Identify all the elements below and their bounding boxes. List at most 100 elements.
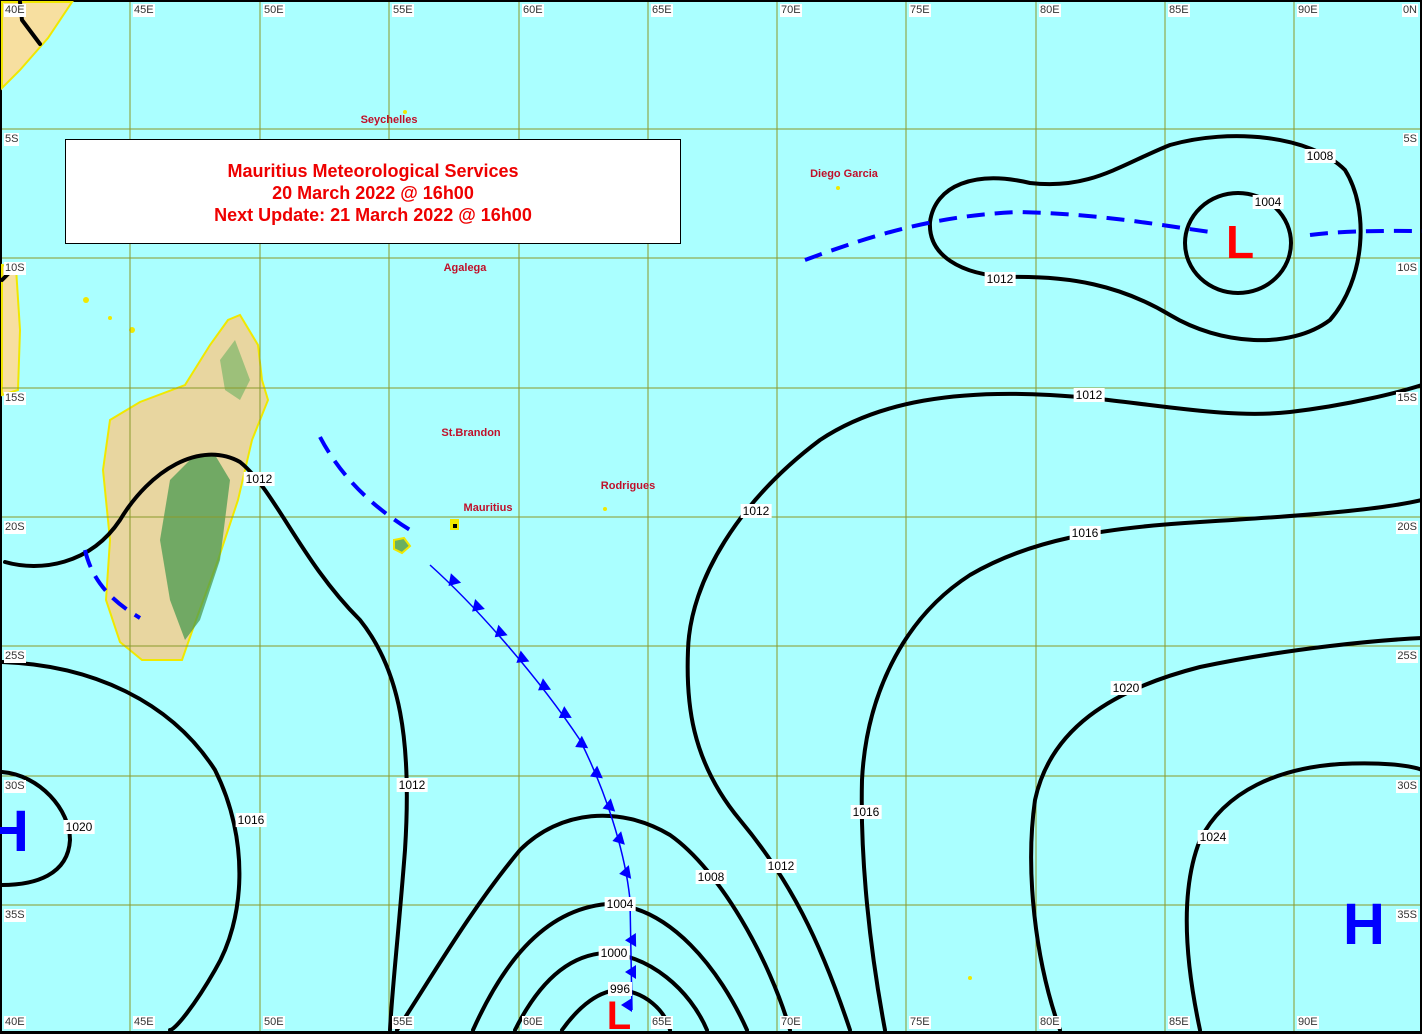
madagascar-highlands xyxy=(160,455,230,640)
longitude-label: 85E xyxy=(1168,4,1190,17)
isobar-label: 1012 xyxy=(243,472,275,486)
cold-front-triangle xyxy=(625,933,637,947)
isobar-label: 1016 xyxy=(850,805,882,819)
longitude-label: 65E xyxy=(651,1016,673,1029)
isobar-label: 1012 xyxy=(765,859,797,873)
isobar-1020-east xyxy=(1029,636,1422,1032)
isobar-1016-west xyxy=(0,660,242,1032)
isobar-label: 1008 xyxy=(1304,149,1336,163)
longitude-label: 75E xyxy=(909,1016,931,1029)
trough-northeast xyxy=(804,209,1211,262)
africa-coast xyxy=(1,1,74,91)
cold-front-triangle xyxy=(448,573,462,587)
isobar-label: 1012 xyxy=(740,504,772,518)
trough-mascarene xyxy=(318,436,412,532)
cold-front-triangle xyxy=(621,998,633,1012)
latitude-label: 10S xyxy=(4,262,26,275)
isobar-label: 1004 xyxy=(604,897,636,911)
longitude-label: 80E xyxy=(1039,1016,1061,1029)
latitude-label: 15S xyxy=(1396,392,1418,405)
cold-front-triangle xyxy=(494,624,508,638)
longitude-label: 85E xyxy=(1168,1016,1190,1029)
latitude-label: 10S xyxy=(1396,262,1418,275)
longitude-label: 75E xyxy=(909,4,931,17)
next-update: Next Update: 21 March 2022 @ 16h00 xyxy=(214,205,532,225)
longitude-label: 60E xyxy=(522,1016,544,1029)
latitude-label: 5S xyxy=(1402,133,1418,146)
island-dot xyxy=(968,976,972,980)
latitude-label: 25S xyxy=(1396,650,1418,663)
cold-front-triangle xyxy=(516,650,530,663)
seychelles-island xyxy=(403,110,407,114)
longitude-label: 70E xyxy=(780,4,802,17)
isobar-label: 1020 xyxy=(1110,681,1142,695)
isobar-1004-northeast xyxy=(1183,191,1293,295)
isobar-label: 1008 xyxy=(695,870,727,884)
cold-front-triangle xyxy=(472,598,485,612)
longitude-label: 50E xyxy=(263,4,285,17)
issue-time: 20 March 2022 @ 16h00 xyxy=(272,183,474,203)
comoros-island xyxy=(108,316,112,320)
latitude-label: 20S xyxy=(4,521,26,534)
isobar-label: 996 xyxy=(607,982,633,996)
rodrigues-island xyxy=(603,507,607,511)
longitude-label: 45E xyxy=(133,4,155,17)
cold-front-triangle xyxy=(619,865,632,879)
cold-front-triangle xyxy=(538,678,552,691)
trough-madagascar xyxy=(83,549,142,620)
cold-front-triangle xyxy=(612,831,625,845)
isobar-1024-east xyxy=(1184,761,1422,1032)
troughs xyxy=(83,209,1422,620)
reunion-island xyxy=(393,536,412,555)
isobar-label: 1012 xyxy=(396,778,428,792)
isobar-label: 1012 xyxy=(1073,388,1105,402)
africa-coast-mid xyxy=(1,263,22,397)
latitude-label: 30S xyxy=(4,780,26,793)
longitude-label: 40E xyxy=(4,4,26,17)
isobar-1012-central xyxy=(685,383,1422,1032)
isobar-label: 1012 xyxy=(984,272,1016,286)
longitude-label: 90E xyxy=(1297,4,1319,17)
longitude-label: 55E xyxy=(392,4,414,17)
comoros-island xyxy=(83,297,89,303)
latitude-label: 35S xyxy=(4,909,26,922)
longitude-label: 65E xyxy=(651,4,673,17)
cold-front-triangle xyxy=(589,765,603,779)
latitude-label: 5S xyxy=(4,133,20,146)
isobar-1008-northeast xyxy=(927,134,1363,343)
high-pressure-symbol: H xyxy=(1343,892,1385,957)
high-pressure-symbol: H xyxy=(0,799,29,864)
longitude-label: 80E xyxy=(1039,4,1061,17)
label-seychelles: Seychelles xyxy=(360,114,418,126)
longitude-label: 60E xyxy=(522,4,544,17)
isobar-label: 1000 xyxy=(598,946,630,960)
label-agalega: Agalega xyxy=(443,262,487,274)
isobar-label: 1016 xyxy=(235,813,267,827)
longitude-label: 50E xyxy=(263,1016,285,1029)
longitude-label: 45E xyxy=(133,1016,155,1029)
latitude-label: 25S xyxy=(4,650,26,663)
latitude-label: 20S xyxy=(1396,521,1418,534)
isobar-label: 1004 xyxy=(1252,195,1284,209)
latitude-label: 30S xyxy=(1396,780,1418,793)
isobar-label: 1016 xyxy=(1069,526,1101,540)
isobar-label: 1020 xyxy=(63,820,95,834)
cold-front-triangle xyxy=(602,798,616,812)
latitude-label: 15S xyxy=(4,392,26,405)
label-rodrigues: Rodrigues xyxy=(600,480,656,492)
isobar-1020-west xyxy=(0,770,72,887)
isobar-label: 1024 xyxy=(1197,830,1229,844)
longitude-label: 70E xyxy=(780,1016,802,1029)
issuer-title: Mauritius Meteorological Services xyxy=(227,161,519,181)
longitude-label: 55E xyxy=(392,1016,414,1029)
low-pressure-symbol: L xyxy=(1225,216,1255,268)
longitude-label: 40E xyxy=(4,1016,26,1029)
cold-front-triangle xyxy=(575,735,589,749)
latitude-label: 35S xyxy=(1396,909,1418,922)
diego-garcia-island xyxy=(836,186,840,190)
cold-front-triangle xyxy=(558,706,572,718)
label-mauritius: Mauritius xyxy=(463,502,513,514)
cold-front-triangle xyxy=(625,965,637,979)
cold-front-triangles xyxy=(448,573,637,1012)
